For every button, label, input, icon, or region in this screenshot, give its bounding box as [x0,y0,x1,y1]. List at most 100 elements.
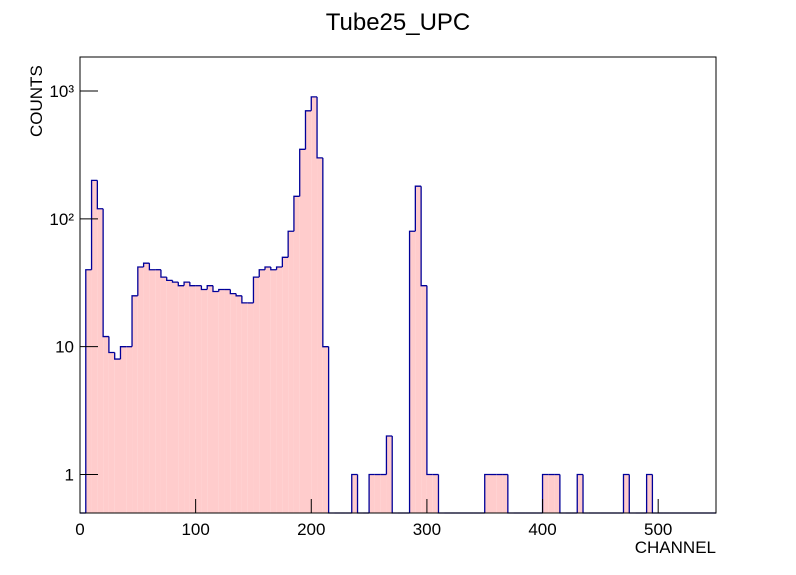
bin-outline [368,473,375,513]
bin-outline [131,295,138,347]
bin-fill [415,186,422,513]
bin-fill [496,474,503,513]
x-tick-label: 500 [644,520,672,539]
bin-fill [166,280,173,513]
bin-fill [386,436,393,513]
bin-outline [137,266,144,296]
bin-outline [385,435,393,475]
bin-fill [282,257,289,513]
bin-fill [160,277,167,513]
bin-fill [218,289,225,513]
bin-fill [623,474,630,513]
bin-fill [230,293,237,513]
bin-fill [172,282,179,513]
bin-fill [143,263,150,513]
bin-outline [299,148,306,197]
bin-outline [507,474,514,514]
bin-fill [293,196,300,514]
bin-outline [287,230,294,258]
bin-outline [559,474,566,514]
y-axis-label: COUNTS [27,65,46,137]
x-tick-label: 100 [181,520,209,539]
x-axis-label: CHANNEL [635,538,716,557]
bin-outline [114,352,121,360]
bin-fill [432,474,439,513]
plot-frame [79,56,717,514]
bin-outline [293,195,300,232]
bin-outline [322,157,329,348]
bin-outline [437,474,445,514]
y-tick-label: 10 [55,338,74,357]
bin-fill [426,474,433,513]
bin-fill [212,291,219,513]
bin-outline [420,186,427,287]
bin-fill [253,277,260,513]
bin-outline [218,288,225,292]
bin-outline [229,289,237,295]
x-tick-label: 0 [75,520,84,539]
bin-fill [114,359,121,513]
bin-fill [317,157,323,513]
bin-fill [178,285,185,513]
bin-outline [241,295,248,304]
bin-fill [155,269,161,513]
bin-outline [391,436,398,514]
bin-fill [554,474,560,513]
bin-fill [265,267,271,513]
bin-fill [108,352,115,513]
bin-outline [645,473,653,513]
y-tick-label: 1 [65,466,74,485]
bin-outline [484,473,491,513]
bin-fill [149,269,156,513]
bin-outline [628,474,636,514]
bin-fill [241,302,248,513]
bin-fill [207,285,213,513]
bin-fill [299,149,306,514]
bin-outline [90,179,98,270]
bin-outline [206,285,213,290]
bin-outline [582,474,589,514]
bin-outline [576,473,584,513]
bin-outline [351,473,358,513]
bin-fill [137,267,144,513]
x-tick-label: 300 [413,520,441,539]
bin-outline [408,230,416,513]
bin-fill [276,267,283,513]
bin-fill [270,269,277,513]
y-tick-label: 10² [49,210,74,229]
bin-outline [316,96,323,159]
x-tick-label: 200 [297,520,325,539]
bin-outline [414,185,422,232]
bin-fill [259,269,266,513]
bin-outline [270,267,277,271]
bin-outline [275,266,283,270]
bin-fill [322,346,329,513]
bin-fill [126,346,133,513]
bin-outline [258,269,266,278]
bin-outline [148,263,156,271]
bin-fill [189,285,196,513]
bin-fill [288,231,294,513]
bin-outline [166,277,173,282]
bin-outline [327,346,335,514]
x-tick-label: 400 [528,520,556,539]
bin-outline [85,269,92,513]
bin-fill [542,474,549,513]
bin-fill [103,336,109,513]
bin-fill [85,269,92,513]
bin-outline [102,208,109,338]
bin-outline [108,336,115,354]
bin-outline [235,293,242,297]
bin-fill [369,474,375,513]
bin-fill [380,474,387,513]
bin-outline [119,346,127,360]
bin-outline [651,474,659,514]
bin-outline [281,256,289,268]
bin-outline [622,473,630,513]
bin-outline [200,285,208,291]
bin-fill [184,282,190,513]
bin-outline [160,269,167,278]
bin-fill [236,295,242,513]
bin-outline [212,285,219,293]
bin-fill [247,302,254,513]
